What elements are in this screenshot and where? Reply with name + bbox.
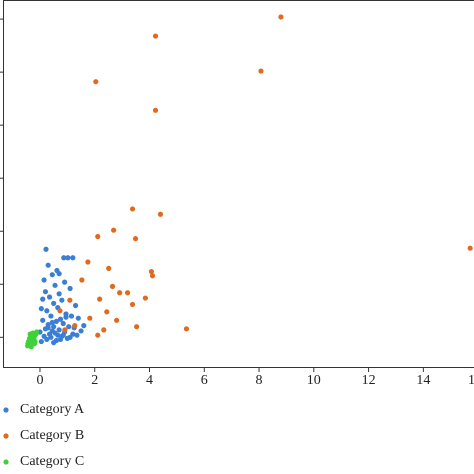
point — [129, 301, 136, 308]
point — [43, 246, 49, 252]
point — [61, 255, 67, 261]
x-tick-label: 8 — [256, 373, 263, 388]
point — [60, 332, 66, 338]
point — [111, 227, 117, 233]
point — [48, 334, 54, 340]
point — [72, 323, 78, 329]
point — [104, 309, 110, 315]
point — [42, 289, 49, 295]
x-tick-label: 10 — [307, 373, 321, 388]
point — [114, 317, 120, 323]
point — [124, 290, 131, 296]
point — [93, 79, 99, 85]
legend-label: Category B — [20, 428, 84, 443]
point — [51, 300, 57, 306]
point — [67, 297, 73, 303]
point — [55, 332, 61, 338]
point — [75, 315, 81, 321]
legend-marker — [3, 433, 9, 439]
point — [65, 255, 71, 261]
x-tick-label: 0 — [36, 373, 43, 388]
legend-label: Category A — [20, 402, 85, 417]
point — [49, 319, 55, 326]
point — [97, 296, 103, 302]
point — [85, 259, 91, 265]
point — [56, 327, 62, 333]
point — [45, 325, 51, 331]
point — [56, 291, 62, 297]
point — [57, 308, 63, 314]
x-tick-label: 1 — [468, 373, 474, 388]
legend-label: Category C — [20, 454, 84, 469]
point — [109, 283, 116, 289]
point — [40, 317, 46, 323]
point — [38, 338, 44, 345]
point — [129, 206, 136, 212]
point — [57, 336, 64, 343]
point — [68, 313, 75, 319]
point — [72, 302, 79, 309]
point — [25, 341, 31, 347]
point — [81, 323, 87, 329]
point — [95, 332, 101, 338]
point — [48, 313, 54, 319]
point — [57, 316, 64, 322]
point — [45, 262, 51, 268]
point — [52, 282, 58, 288]
point — [278, 14, 284, 20]
point — [59, 297, 65, 303]
point — [152, 33, 159, 39]
point — [60, 320, 66, 327]
point — [152, 107, 159, 113]
x-tick-label: 14 — [416, 373, 430, 388]
point — [30, 330, 36, 336]
point — [134, 324, 140, 330]
point — [258, 68, 264, 74]
point — [44, 308, 50, 314]
point — [66, 324, 72, 330]
point — [79, 277, 85, 283]
x-tick-label: 12 — [362, 373, 376, 388]
point — [38, 306, 44, 312]
point — [62, 327, 68, 333]
point — [49, 272, 55, 278]
point — [62, 279, 68, 285]
point — [53, 318, 59, 324]
point — [87, 315, 93, 321]
point — [44, 336, 50, 343]
point — [132, 236, 139, 242]
point — [95, 233, 101, 240]
point — [67, 334, 73, 340]
x-tick-label: 2 — [91, 373, 98, 388]
legend-marker — [3, 459, 9, 465]
x-tick-label: 6 — [201, 373, 208, 388]
x-tick-label: 4 — [146, 373, 153, 388]
point — [142, 295, 148, 301]
point — [74, 332, 80, 338]
point — [106, 265, 112, 271]
point — [157, 211, 164, 217]
point — [101, 327, 107, 333]
point — [467, 245, 473, 251]
point — [28, 344, 34, 350]
point — [40, 296, 46, 302]
point — [41, 277, 47, 283]
point — [31, 341, 38, 347]
legend-marker — [3, 407, 9, 413]
point — [51, 324, 57, 330]
point — [183, 326, 190, 332]
point — [51, 340, 57, 346]
point — [117, 290, 123, 296]
point — [63, 314, 69, 320]
point — [78, 328, 84, 334]
point — [67, 285, 73, 292]
point — [46, 294, 53, 300]
point — [56, 271, 62, 277]
point — [70, 255, 76, 261]
point — [148, 268, 155, 275]
point — [149, 273, 156, 279]
